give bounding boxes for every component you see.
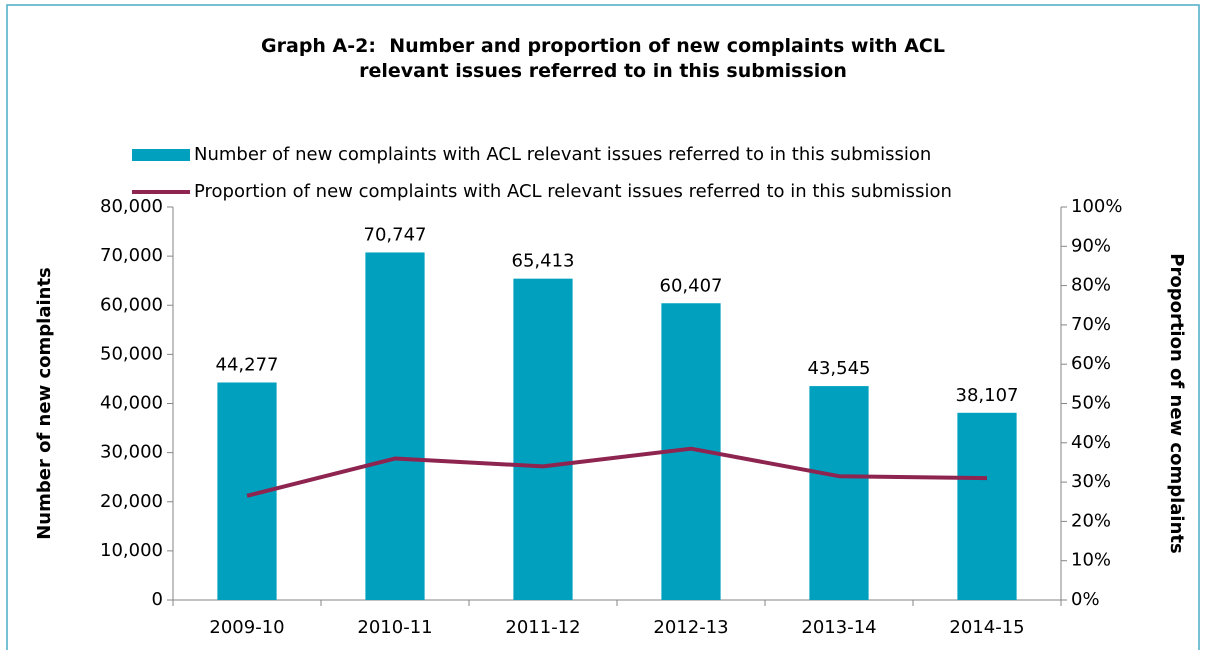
y-tick-label: 70,000 <box>100 245 163 266</box>
y2-tick-label: 80% <box>1071 275 1111 296</box>
y2-tick-label: 50% <box>1071 393 1111 414</box>
y-tick-label: 40,000 <box>100 393 163 414</box>
data-label: 65,413 <box>512 251 575 272</box>
x-tick-label: 2012-13 <box>653 617 728 638</box>
legend-swatch <box>132 149 190 161</box>
data-label: 44,277 <box>216 354 279 375</box>
x-tick-label: 2013-14 <box>801 617 876 638</box>
y2-tick-label: 100% <box>1071 196 1122 217</box>
y2-tick-label: 10% <box>1071 550 1111 571</box>
legend-label: Number of new complaints with ACL releva… <box>194 144 931 165</box>
x-tick-label: 2009-10 <box>209 617 284 638</box>
data-label: 60,407 <box>660 275 723 296</box>
bar <box>513 278 573 600</box>
x-tick-label: 2010-11 <box>357 617 432 638</box>
data-label: 38,107 <box>956 385 1019 406</box>
y-tick-label: 0 <box>152 589 163 610</box>
chart-title: Graph A-2: Number and proportion of new … <box>261 35 952 82</box>
data-label: 70,747 <box>364 224 427 245</box>
data-label: 43,545 <box>808 358 871 379</box>
y2-tick-label: 90% <box>1071 235 1111 256</box>
legend-label: Proportion of new complaints with ACL re… <box>194 181 952 202</box>
bar <box>809 386 869 600</box>
bar <box>957 412 1017 600</box>
y2-tick-label: 20% <box>1071 510 1111 531</box>
y2-tick-label: 30% <box>1071 471 1111 492</box>
x-tick-label: 2014-15 <box>949 617 1024 638</box>
y-tick-label: 60,000 <box>100 294 163 315</box>
y2-tick-label: 70% <box>1071 314 1111 335</box>
y-tick-label: 30,000 <box>100 442 163 463</box>
y-tick-label: 10,000 <box>100 540 163 561</box>
chart-border <box>6 4 1200 650</box>
line-series <box>246 446 988 498</box>
y-tick-label: 20,000 <box>100 491 163 512</box>
y2-tick-label: 40% <box>1071 432 1111 453</box>
y2-axis-title: Proportion of new complaints <box>1166 253 1187 553</box>
y-tick-label: 80,000 <box>100 196 163 217</box>
x-tick-label: 2011-12 <box>505 617 580 638</box>
bar <box>365 252 425 600</box>
y2-tick-label: 0% <box>1071 589 1100 610</box>
y2-tick-label: 60% <box>1071 353 1111 374</box>
y-tick-label: 50,000 <box>100 343 163 364</box>
y-axis-title: Number of new complaints <box>34 267 55 540</box>
